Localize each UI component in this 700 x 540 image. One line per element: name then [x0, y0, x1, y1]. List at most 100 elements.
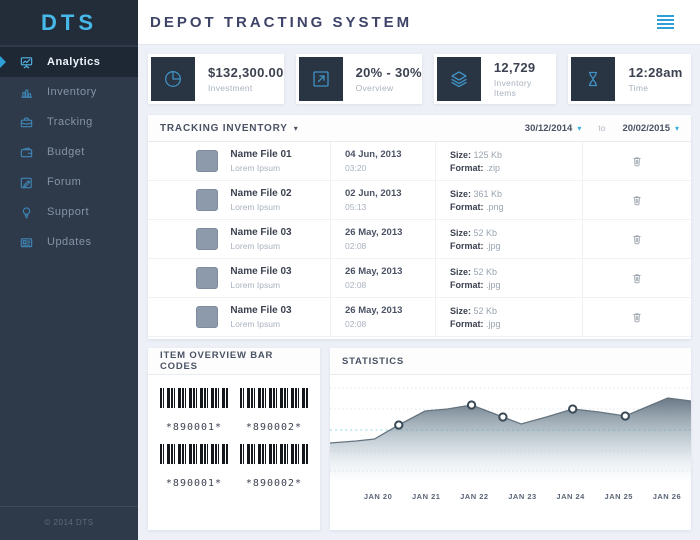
file-thumbnail	[196, 306, 219, 328]
file-time: 02:08	[345, 280, 367, 290]
format-label: Format:	[450, 162, 484, 173]
sidebar-item-budget[interactable]: Budget	[0, 137, 138, 167]
barcode-image	[160, 444, 228, 464]
sidebar-item-label: Support	[47, 206, 90, 218]
stat-value: 20% - 30%	[355, 65, 422, 80]
newspaper-icon	[19, 235, 34, 250]
table-row[interactable]: Name File 03 Lorem Ipsum 26 May, 2013 02…	[148, 220, 691, 259]
hourglass-icon	[571, 57, 616, 101]
table-row[interactable]: Name File 03 Lorem Ipsum 26 May, 2013 02…	[148, 259, 691, 298]
file-name: Name File 03	[230, 227, 292, 238]
statistics-title: STATISTICS	[342, 355, 405, 367]
chart-markers	[394, 400, 630, 430]
sidebar-item-label: Inventory	[47, 86, 97, 98]
tracking-title: TRACKING INVENTORY	[160, 122, 288, 134]
date-to-value: 20/02/2015	[622, 122, 670, 134]
file-time: 02:08	[345, 319, 367, 329]
chart-area	[330, 398, 691, 481]
size-value: 125 Kb	[473, 149, 503, 160]
file-thumbnail	[196, 228, 219, 250]
sidebar-item-support[interactable]: Support	[0, 197, 138, 227]
date-to-select[interactable]: 20/02/2015 ▾	[622, 123, 679, 134]
barcodes-panel: ITEM OVERVIEW BAR CODES *890001* *890002…	[148, 348, 320, 530]
file-time: 03:20	[345, 163, 367, 173]
size-label: Size:	[450, 188, 472, 199]
format-value: .jpg	[486, 279, 501, 290]
sidebar-item-label: Analytics	[47, 56, 101, 68]
sidebar-item-label: Updates	[47, 236, 92, 248]
tracking-table: Name File 01 Lorem Ipsum 04 Jun, 2013 03…	[148, 142, 691, 339]
statistics-panel: STATISTICS	[330, 348, 691, 530]
barcodes-title: ITEM OVERVIEW BAR CODES	[160, 350, 274, 372]
file-name: Name File 02	[230, 188, 292, 199]
table-row[interactable]: Name File 01 Lorem Ipsum 04 Jun, 2013 03…	[148, 142, 691, 181]
barcode-image	[240, 444, 308, 464]
file-format: Format: .jpg	[450, 280, 582, 290]
format-label: Format:	[450, 201, 484, 212]
format-value: .zip	[486, 162, 501, 173]
sidebar-item-updates[interactable]: Updates	[0, 227, 138, 257]
x-axis-label: JAN 21	[411, 492, 441, 501]
x-axis-label: JAN 26	[652, 492, 682, 501]
x-axis-label: JAN 25	[604, 492, 633, 501]
table-row[interactable]: Name File 03 Lorem Ipsum 26 May, 2013 02…	[148, 298, 691, 337]
delete-button[interactable]	[631, 310, 643, 324]
size-value: 52 Kb	[473, 266, 498, 277]
size-value: 52 Kb	[473, 305, 498, 316]
x-axis-label: JAN 24	[556, 492, 585, 501]
file-name: Name File 03	[230, 305, 292, 316]
stat-card-overview: 20% - 30% Overview	[295, 54, 422, 104]
delete-button[interactable]	[631, 232, 643, 246]
size-label: Size:	[450, 227, 472, 238]
file-format: Format: .jpg	[450, 319, 582, 329]
page-title: DEPOT TRACTING SYSTEM	[150, 13, 413, 31]
format-label: Format:	[450, 279, 484, 290]
chevron-down-icon[interactable]: ▾	[293, 123, 298, 133]
format-label: Format:	[450, 318, 484, 329]
tracking-inventory-panel: TRACKING INVENTORY ▾ 30/12/2014 ▾ to 20/…	[148, 115, 691, 339]
format-value: .jpg	[486, 240, 501, 251]
barcode-label: *890002*	[245, 478, 303, 489]
size-label: Size:	[450, 266, 472, 277]
file-date: 02 Jun, 2013	[345, 188, 402, 199]
chevron-down-icon: ▾	[577, 123, 582, 133]
file-subtitle: Lorem Ipsum	[230, 280, 281, 290]
bar-chart-icon	[19, 85, 34, 100]
format-value: .png	[486, 201, 504, 212]
active-item-arrow	[0, 56, 6, 68]
barcode-image	[160, 388, 228, 408]
sidebar: DTS Analytics Inventory Tracking Budget	[0, 0, 138, 540]
barcodes-grid: *890001* *890002* *890001* *890002*	[148, 375, 320, 530]
file-format: Format: .png	[450, 202, 582, 212]
date-from-value: 30/12/2014	[524, 122, 573, 134]
top-bar: DEPOT TRACTING SYSTEM	[138, 0, 700, 45]
size-value: 52 Kb	[473, 227, 498, 238]
content: $132,300.00 Investment 20% - 30% Overvie…	[138, 45, 700, 530]
copyright-text: © 2014 DTS	[0, 506, 138, 540]
file-subtitle: Lorem Ipsum	[230, 319, 281, 329]
file-subtitle: Lorem Ipsum	[230, 163, 281, 173]
barcode-label: *890002*	[245, 422, 303, 433]
sidebar-item-tracking[interactable]: Tracking	[0, 107, 138, 137]
file-date: 04 Jun, 2013	[345, 149, 402, 160]
stat-label: Investment	[208, 83, 253, 93]
statistics-chart	[330, 375, 691, 483]
delete-button[interactable]	[631, 271, 643, 285]
delete-button[interactable]	[631, 193, 643, 207]
x-axis-label: JAN 20	[363, 492, 393, 501]
sidebar-item-analytics[interactable]: Analytics	[0, 47, 138, 77]
delete-button[interactable]	[631, 154, 643, 168]
stat-card-inventory-items: 12,729 Inventory Items	[433, 54, 557, 104]
file-name: Name File 01	[230, 149, 292, 160]
date-from-select[interactable]: 30/12/2014 ▾	[525, 123, 582, 134]
pie-chart-icon	[151, 57, 195, 101]
table-row[interactable]: Name File 02 Lorem Ipsum 02 Jun, 2013 05…	[148, 181, 691, 220]
area-chart-svg	[330, 387, 691, 481]
sidebar-item-forum[interactable]: Forum	[0, 167, 138, 197]
file-thumbnail	[196, 267, 219, 289]
format-value: .jpg	[486, 318, 501, 329]
lightbulb-icon	[19, 205, 34, 220]
hamburger-icon[interactable]	[655, 11, 676, 33]
sidebar-item-inventory[interactable]: Inventory	[0, 77, 138, 107]
stat-value: 12:28am	[628, 65, 683, 80]
